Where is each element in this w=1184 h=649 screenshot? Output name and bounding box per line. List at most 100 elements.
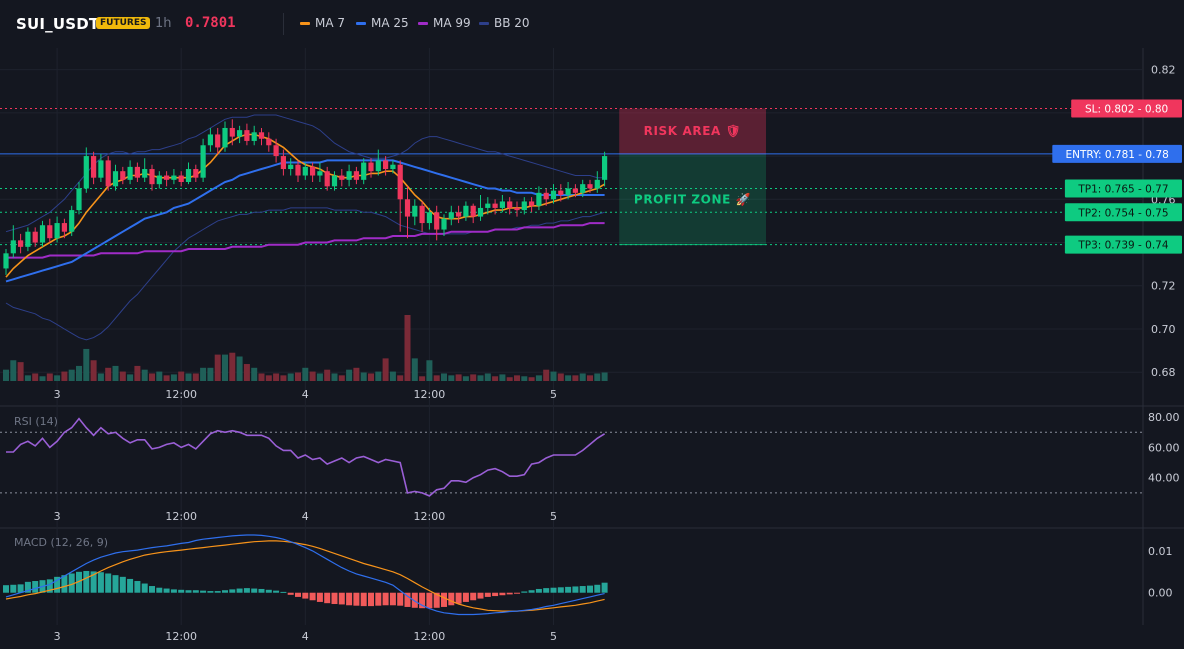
macd-histogram-bar	[441, 592, 447, 607]
macd-panel: MACD (12, 26, 9)	[3, 534, 608, 616]
legend-ma25[interactable]: MA 25	[356, 16, 409, 30]
volume-bar	[119, 371, 126, 381]
candle-body	[288, 164, 294, 170]
candle-body	[602, 156, 608, 180]
volume-bar	[17, 362, 24, 381]
macd-histogram-bar	[76, 571, 82, 593]
legend-bb20[interactable]: BB 20	[479, 16, 530, 30]
macd-histogram-bar	[550, 587, 557, 593]
macd-histogram-bar	[258, 588, 265, 593]
time-tick-label: 12:00	[414, 510, 446, 523]
volume-bar	[251, 367, 258, 381]
symbol-title[interactable]: SUI_USDT	[16, 15, 100, 33]
macd-signal-line	[5, 540, 605, 612]
volume-bar	[601, 372, 608, 381]
volume-bar	[492, 376, 499, 381]
volume-bar	[10, 360, 17, 381]
candle-body	[18, 240, 24, 247]
legend-bb20-swatch	[479, 21, 489, 25]
candle-body	[266, 138, 272, 146]
volume-bar	[419, 376, 426, 381]
candle-body	[134, 166, 140, 178]
macd-histogram-bar	[97, 572, 104, 593]
volume-bar	[338, 375, 345, 381]
level-tag-text: TP1: 0.765 - 0.77	[1077, 183, 1168, 195]
volume-bar	[265, 375, 272, 381]
time-tick-label: 12:00	[165, 388, 197, 401]
volume-bar	[360, 372, 367, 381]
volume-bar	[163, 375, 170, 381]
macd-histogram-bar	[90, 571, 97, 593]
candle-body	[83, 156, 89, 189]
futures-badge: FUTURES	[96, 17, 151, 29]
candle-body	[3, 253, 9, 269]
macd-histogram-bar	[492, 592, 499, 597]
volume-bar	[484, 373, 491, 381]
candle-body	[558, 190, 564, 195]
candle-body	[375, 160, 381, 172]
legend-ma99-swatch	[418, 21, 428, 25]
macd-histogram-bar	[484, 592, 491, 597]
volume-bar	[565, 375, 572, 381]
macd-tick-label: 0.00	[1148, 587, 1173, 600]
macd-histogram-bar	[419, 592, 426, 609]
time-tick-label: 12:00	[165, 630, 197, 643]
macd-histogram-bar	[506, 592, 513, 595]
volume-bar	[178, 371, 185, 381]
candle-body	[521, 201, 527, 211]
legend-bb20-label: BB 20	[494, 16, 530, 30]
volume-bar	[112, 365, 119, 381]
macd-histogram-bar	[462, 592, 469, 602]
axes: 0.820.800.780.760.740.720.700.68312:0041…	[54, 64, 1180, 643]
macd-histogram-bar	[105, 573, 112, 593]
macd-histogram-bar	[207, 591, 214, 593]
volume-bar	[149, 373, 155, 381]
profit-zone-label: PROFIT ZONE 🚀	[634, 192, 751, 206]
legend-ma7[interactable]: MA 7	[300, 16, 345, 30]
time-tick-label: 4	[302, 388, 309, 401]
level-tag	[1064, 235, 1182, 254]
volume-bar	[24, 375, 31, 381]
candle-body	[353, 171, 359, 180]
candle-body	[98, 160, 104, 178]
macd-histogram-bar	[280, 591, 287, 593]
macd-histogram-bar	[54, 576, 61, 593]
candle-body	[10, 240, 16, 254]
macd-histogram-bar	[10, 584, 17, 593]
volume-bar	[222, 354, 228, 381]
price-tick-label: 0.82	[1151, 64, 1176, 77]
candle-body	[258, 132, 265, 139]
level-tag	[1064, 203, 1182, 222]
volume-bar	[76, 365, 82, 381]
candle-body	[142, 169, 148, 178]
candle-body	[346, 171, 352, 180]
volume-bar	[448, 375, 455, 381]
macd-histogram-bar	[302, 592, 309, 599]
macd-histogram-bar	[331, 592, 338, 605]
timeframe-selector[interactable]: 1h	[155, 16, 172, 31]
candle-body	[499, 201, 505, 208]
macd-histogram-bar	[185, 590, 192, 593]
candle-body	[397, 164, 403, 200]
macd-tick-label: 0.01	[1148, 545, 1173, 558]
candle-body	[543, 192, 549, 200]
rsi-line	[6, 417, 606, 497]
volume-bar	[97, 373, 104, 381]
candle-body	[587, 184, 593, 189]
macd-histogram-bar	[389, 592, 396, 606]
volume-bar	[214, 354, 221, 381]
macd-histogram-bar	[411, 592, 418, 608]
legend-ma99[interactable]: MA 99	[418, 16, 471, 30]
candle-body	[25, 231, 31, 247]
macd-histogram-bar	[127, 578, 134, 593]
volume-bar	[207, 367, 214, 381]
macd-histogram-bar	[514, 592, 520, 594]
macd-histogram-bar	[579, 586, 586, 593]
candle-body	[76, 188, 82, 211]
macd-histogram-bar	[572, 586, 579, 593]
candle-body	[91, 156, 97, 178]
volume-bar	[324, 369, 331, 381]
candle-body	[295, 164, 301, 176]
risk-area-label: RISK AREA 🛡	[644, 124, 742, 138]
